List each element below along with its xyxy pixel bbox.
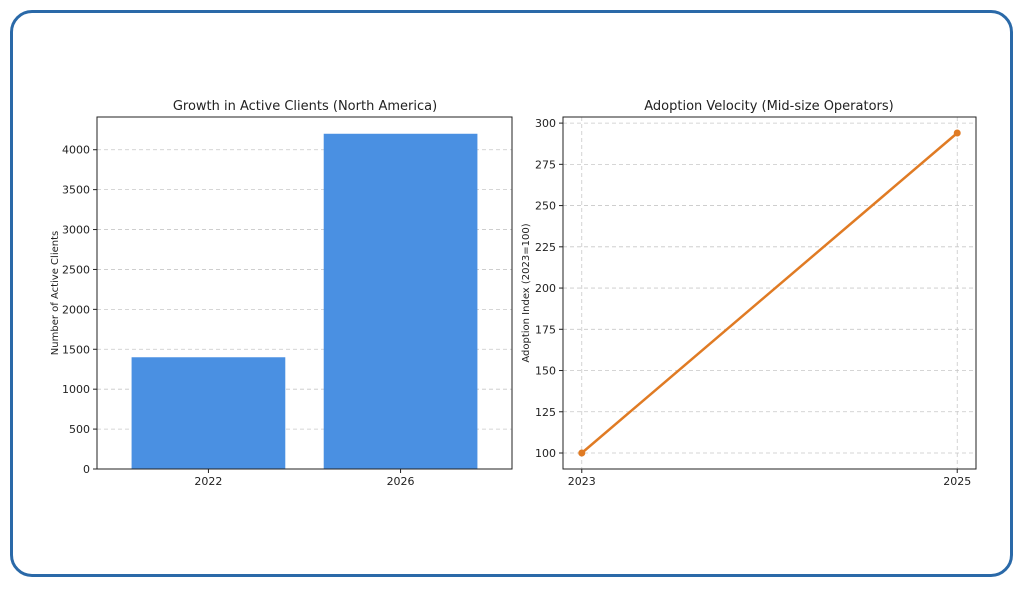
line-chart-y-tick-label: 250 bbox=[535, 200, 556, 213]
line-chart-y-tick-label: 200 bbox=[535, 282, 556, 295]
bar-chart-title: Growth in Active Clients (North America) bbox=[173, 99, 437, 114]
adoption-index-line bbox=[580, 132, 959, 454]
bar-chart-y-tick-label: 4000 bbox=[62, 144, 90, 157]
line-chart-x-ticks: 2023 2025 bbox=[568, 469, 971, 488]
line-chart-x-tick-label: 2023 bbox=[568, 475, 596, 488]
bar-chart-bars bbox=[131, 133, 478, 469]
bar-chart-y-tick-label: 500 bbox=[69, 423, 90, 436]
line-chart-y-tick-label: 175 bbox=[535, 323, 556, 336]
bar-chart-y-tick-label: 1000 bbox=[62, 383, 90, 396]
line-point-2025 bbox=[953, 129, 961, 137]
bar-chart-x-tick-label: 2022 bbox=[194, 475, 222, 488]
bar-chart-y-axis-label: Number of Active Clients bbox=[50, 231, 61, 355]
bar-chart-x-ticks: 2022 2026 bbox=[194, 469, 415, 488]
bar-2022 bbox=[131, 357, 286, 469]
line-chart-y-tick-label: 150 bbox=[535, 365, 556, 378]
bar-chart-y-tick-label: 2500 bbox=[62, 263, 90, 276]
line-chart-y-axis-label: Adoption Index (2023=100) bbox=[521, 223, 532, 362]
line-chart-y-tick-label: 125 bbox=[535, 406, 556, 419]
line-chart-y-tick-label: 225 bbox=[535, 241, 556, 254]
line-chart-x-tick-label: 2025 bbox=[943, 475, 971, 488]
line-chart-gridlines bbox=[563, 117, 976, 469]
bar-chart: Growth in Active Clients (North America)… bbox=[50, 99, 513, 488]
bar-chart-y-tick-label: 2000 bbox=[62, 303, 90, 316]
line-chart-y-ticks: 100 125 150 175 200 225 250 275 300 bbox=[535, 117, 563, 460]
line-chart-y-tick-label: 300 bbox=[535, 117, 556, 130]
line-chart-series bbox=[578, 129, 961, 457]
bar-chart-plot-area bbox=[96, 116, 513, 470]
bar-chart-x-tick-label: 2026 bbox=[387, 475, 415, 488]
line-point-2023 bbox=[578, 449, 586, 457]
bar-chart-y-tick-label: 3000 bbox=[62, 224, 90, 237]
line-chart: Adoption Velocity (Mid-size Operators) 1… bbox=[521, 99, 977, 488]
bar-chart-y-tick-label: 3500 bbox=[62, 184, 90, 197]
line-chart-y-tick-label: 275 bbox=[535, 158, 556, 171]
bar-2026 bbox=[323, 133, 478, 469]
line-chart-title: Adoption Velocity (Mid-size Operators) bbox=[644, 99, 894, 114]
bar-chart-y-tick-label: 1500 bbox=[62, 343, 90, 356]
line-chart-plot-area bbox=[562, 116, 977, 470]
line-chart-y-tick-label: 100 bbox=[535, 447, 556, 460]
bar-chart-y-ticks: 0 500 1000 1500 2000 2500 3000 3500 4000 bbox=[62, 144, 97, 476]
bar-chart-y-tick-label: 0 bbox=[83, 463, 90, 476]
